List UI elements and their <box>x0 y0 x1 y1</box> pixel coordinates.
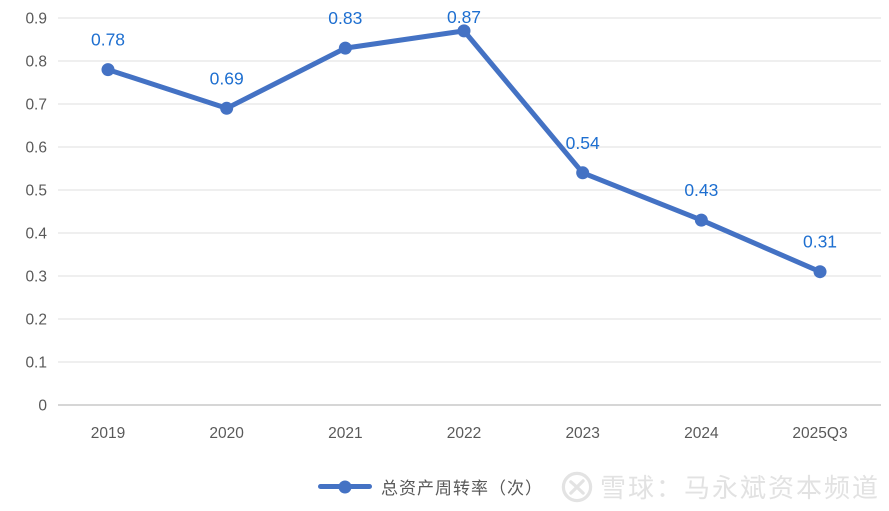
x-tick-label: 2020 <box>209 425 244 442</box>
data-label: 0.78 <box>91 30 125 50</box>
legend-label: 总资产周转率（次） <box>381 479 543 498</box>
data-point-marker <box>576 166 590 180</box>
y-tick-label: 0 <box>38 398 47 415</box>
xueqiu-logo-icon <box>561 471 593 502</box>
data-point-marker <box>220 101 234 115</box>
x-tick-label: 2025Q3 <box>792 425 847 442</box>
data-label: 0.83 <box>328 8 362 28</box>
y-tick-label: 0.3 <box>25 269 47 286</box>
x-tick-label: 2021 <box>328 425 362 442</box>
y-tick-label: 0.1 <box>25 355 47 372</box>
data-label: 0.69 <box>210 68 244 88</box>
y-tick-label: 0.8 <box>25 54 47 71</box>
x-tick-label: 2019 <box>91 425 125 442</box>
x-tick-label: 2024 <box>684 425 719 442</box>
data-label: 0.87 <box>447 7 481 27</box>
legend: 总资产周转率（次） 雪球：马永斌资本频道 <box>318 468 880 505</box>
data-point-marker <box>457 24 471 38</box>
y-tick-label: 0.5 <box>25 183 47 200</box>
data-label: 0.54 <box>566 133 600 153</box>
data-point-marker <box>101 63 115 77</box>
series-line <box>105 28 823 275</box>
watermark-text: 雪球：马永斌资本频道 <box>600 473 881 503</box>
y-tick-label: 0.2 <box>25 312 47 329</box>
y-tick-label: 0.9 <box>25 11 47 28</box>
data-label: 0.31 <box>803 232 837 252</box>
x-tick-label: 2022 <box>447 425 481 442</box>
y-tick-label: 0.4 <box>25 226 47 243</box>
y-tick-label: 0.6 <box>25 140 47 157</box>
watermark: 雪球：马永斌资本频道 <box>560 468 880 505</box>
data-label: 0.43 <box>684 180 718 200</box>
y-tick-label: 0.7 <box>25 97 47 114</box>
data-point-marker <box>338 41 352 55</box>
data-point-marker <box>694 213 708 227</box>
data-point-marker <box>813 265 827 279</box>
legend-marker-dot <box>338 480 352 493</box>
legend-line-sample <box>318 480 372 493</box>
line-chart: 0 0.1 0.2 0.3 0.4 0.5 0.6 0.7 0.8 0.9 2019 2020 2021… <box>25 7 881 442</box>
x-tick-label: 2023 <box>565 425 599 442</box>
